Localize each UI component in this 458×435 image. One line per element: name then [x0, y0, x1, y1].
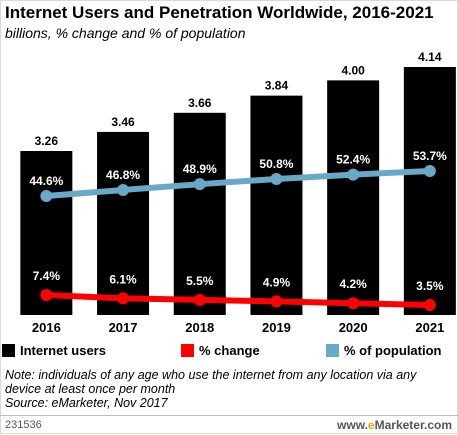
- series-line-percent-change: [43, 292, 433, 308]
- legend-swatch-percent-population: [326, 344, 339, 357]
- bar-value-label-2021: 4.14: [418, 50, 442, 64]
- point-percent-change-2016: [40, 289, 53, 301]
- chart-subtitle: billions, % change and % of population: [5, 25, 246, 41]
- data-label-percent-population-2017: 46.8%: [106, 168, 140, 182]
- legend-item-internet-users: Internet users: [2, 343, 106, 358]
- bar-2018: [173, 112, 226, 316]
- bar-value-label-2019: 3.84: [265, 79, 289, 93]
- x-tick-label-2017: 2017: [109, 320, 138, 335]
- brand-logo: www.eMarketer.com: [337, 418, 452, 432]
- bar-2019: [250, 95, 303, 316]
- chart-note: Note: individuals of any age who use the…: [5, 368, 455, 410]
- legend-swatch-internet-users: [2, 344, 15, 357]
- source-text: Source: eMarketer, Nov 2017: [5, 396, 168, 410]
- legend-item-percent-change: % change: [181, 343, 260, 358]
- bar-2016: [20, 151, 73, 315]
- legend-swatch-percent-change: [181, 344, 194, 357]
- chart-id: 231536: [5, 419, 42, 431]
- data-label-percent-change-2018: 5.5%: [186, 274, 214, 288]
- x-tick-label-2019: 2019: [262, 320, 291, 335]
- point-percent-population-2018: [193, 178, 206, 191]
- data-label-percent-population-2016: 44.6%: [29, 174, 63, 188]
- bar-2020: [327, 80, 380, 315]
- data-label-percent-population-2019: 50.8%: [259, 157, 293, 171]
- chart-title: Internet Users and Penetration Worldwide…: [5, 3, 434, 22]
- data-label-percent-population-2021: 53.7%: [413, 149, 447, 163]
- data-label-percent-change-2017: 6.1%: [109, 272, 137, 286]
- legend-label-percent-population: % of population: [344, 343, 442, 358]
- point-percent-change-2018: [193, 293, 206, 306]
- data-label-percent-change-2020: 4.2%: [339, 277, 367, 291]
- x-tick-label-2021: 2021: [415, 320, 444, 335]
- data-label-percent-change-2019: 4.9%: [263, 275, 291, 289]
- bar-2017: [97, 131, 150, 315]
- bar-2021: [403, 67, 456, 315]
- point-percent-population-2019: [270, 172, 283, 185]
- data-label-percent-change-2016: 7.4%: [33, 269, 61, 283]
- point-percent-change-2019: [270, 295, 283, 308]
- legend-label-percent-change: % change: [199, 343, 260, 358]
- point-percent-change-2021: [423, 299, 436, 311]
- bar-value-label-2018: 3.66: [188, 96, 212, 110]
- point-percent-population-2021: [423, 165, 436, 177]
- data-label-percent-change-2021: 3.5%: [416, 279, 444, 293]
- legend-item-percent-population: % of population: [326, 343, 441, 358]
- bar-value-label-2017: 3.46: [111, 115, 135, 129]
- note-text: Note: individuals of any age who use the…: [5, 368, 417, 396]
- data-label-percent-population-2020: 52.4%: [336, 153, 370, 167]
- x-tick-label-2016: 2016: [32, 320, 61, 335]
- point-percent-population-2016: [40, 190, 53, 202]
- x-tick-label-2020: 2020: [339, 320, 368, 335]
- chart-plot: 3.26 3.46 3.66 3.84 4.00 4.14 2016 2017 2018 2019…: [20, 50, 456, 335]
- x-tick-label-2018: 2018: [185, 320, 214, 335]
- footer: 231536 www.eMarketer.com: [0, 415, 458, 435]
- point-percent-population-2017: [117, 183, 130, 196]
- data-label-percent-population-2018: 48.9%: [183, 162, 217, 176]
- point-percent-change-2017: [117, 292, 130, 305]
- series-line-percent-population: [43, 168, 433, 199]
- point-percent-population-2020: [347, 168, 360, 181]
- legend: Internet users % change % of population: [0, 343, 458, 361]
- point-percent-change-2020: [347, 297, 360, 310]
- legend-label-internet-users: Internet users: [20, 343, 106, 358]
- bar-value-label-2016: 3.26: [35, 134, 59, 148]
- bar-value-label-2020: 4.00: [341, 63, 365, 77]
